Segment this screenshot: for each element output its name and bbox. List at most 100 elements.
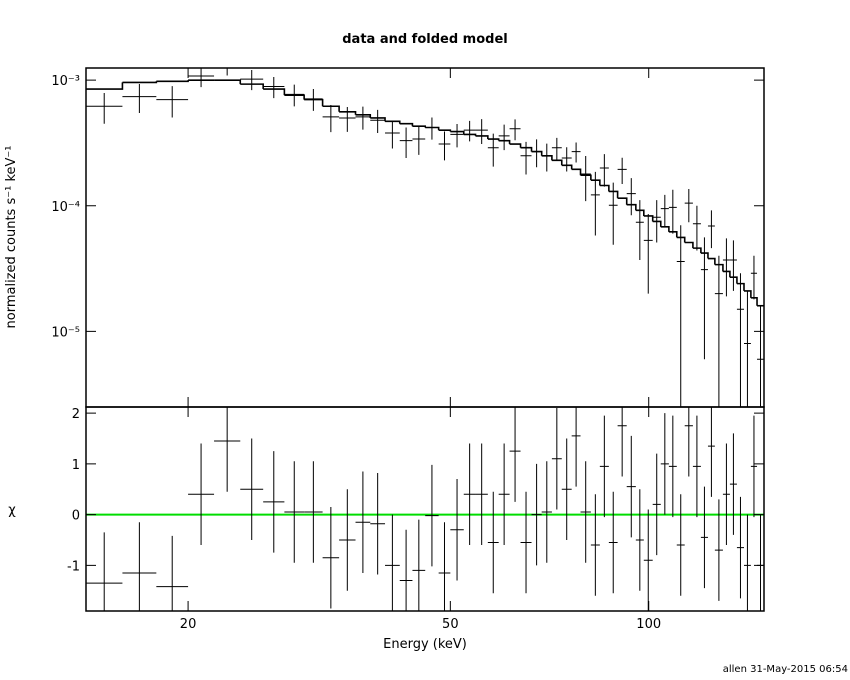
model-step — [652, 220, 662, 227]
error-bar — [736, 273, 744, 407]
model-step — [668, 231, 678, 238]
error-bar — [463, 443, 476, 546]
error-bar — [86, 93, 123, 124]
error-bar — [226, 68, 228, 76]
error-bar — [463, 120, 476, 142]
x-tick-label: 100 — [636, 617, 661, 632]
error-bar — [707, 210, 715, 249]
model-step — [475, 135, 489, 140]
error-bar — [750, 415, 758, 518]
error-bar — [571, 407, 581, 487]
error-bar — [385, 120, 400, 149]
error-bar — [214, 407, 241, 492]
error-bar — [399, 529, 413, 611]
model-step — [122, 81, 158, 84]
error-bar — [692, 415, 701, 518]
error-bar — [561, 438, 572, 540]
error-bar — [580, 461, 591, 563]
error-bar — [475, 443, 488, 546]
y-tick-label: 1 — [72, 458, 80, 473]
x-tick-label: 20 — [180, 617, 197, 632]
error-bar — [322, 506, 340, 609]
error-bar — [580, 156, 591, 202]
model-step — [561, 164, 573, 170]
error-bar — [412, 519, 426, 611]
model-step — [370, 117, 386, 122]
error-bar — [643, 509, 653, 611]
model-step — [684, 241, 694, 249]
error-bar — [684, 189, 693, 223]
model-step — [214, 79, 242, 85]
error-bar — [684, 407, 693, 477]
model-step — [385, 120, 401, 124]
error-bar — [263, 451, 285, 553]
model-step — [438, 129, 452, 132]
error-bar — [608, 182, 618, 245]
error-bar — [707, 407, 715, 497]
model-step — [509, 143, 522, 148]
model-step — [412, 125, 427, 128]
error-bar — [355, 471, 371, 573]
model-step — [700, 252, 709, 259]
error-bar — [450, 123, 464, 148]
error-bar — [188, 68, 215, 88]
error-bar — [676, 225, 685, 407]
error-bar — [590, 171, 600, 236]
error-bar — [156, 86, 189, 118]
model-step — [676, 236, 686, 243]
error-bar — [86, 532, 123, 611]
y-tick-label: 10⁻⁵ — [51, 325, 80, 340]
model-step — [750, 297, 758, 306]
error-bar — [498, 124, 510, 151]
error-bar — [370, 472, 386, 575]
y-axis-label: normalized counts s⁻¹ keV⁻¹ — [4, 146, 19, 329]
error-bar — [339, 489, 356, 591]
error-bar — [750, 255, 758, 300]
error-bar — [700, 486, 708, 589]
error-bar — [284, 461, 305, 563]
error-bar — [541, 461, 552, 563]
error-bar — [322, 105, 340, 133]
error-bar — [743, 290, 751, 407]
error-bar — [617, 407, 627, 477]
model-step — [263, 88, 286, 96]
error-bar — [385, 514, 400, 611]
error-bar — [188, 443, 215, 546]
error-bar — [652, 453, 661, 556]
y-tick-label: 10⁻⁴ — [51, 200, 80, 215]
error-bar — [240, 69, 264, 91]
error-bar — [520, 491, 532, 594]
error-bar — [551, 408, 562, 510]
axes: 10⁻³ 10⁻⁴ 10⁻⁵ -1 0 1 2 20 50 100 — [51, 67, 765, 632]
footer: allen 31-May-2015 06:54 — [723, 664, 848, 675]
error-bar — [668, 415, 677, 518]
error-bar — [652, 200, 661, 243]
error-bar — [729, 240, 737, 291]
error-bar — [438, 131, 451, 161]
model-step — [660, 226, 670, 232]
model-step — [580, 174, 592, 181]
error-bar — [635, 200, 644, 261]
error-bar — [643, 214, 653, 294]
error-bar — [599, 154, 609, 187]
model-step — [635, 209, 645, 216]
model-step — [626, 203, 637, 211]
y-tick-label: 10⁻³ — [51, 74, 80, 89]
error-bar — [122, 84, 157, 113]
model-step — [551, 159, 563, 166]
model-step — [322, 105, 340, 112]
error-bar — [722, 443, 730, 546]
error-bar — [635, 489, 644, 591]
plot-frame — [85, 67, 765, 408]
error-bar — [487, 491, 499, 594]
model-step — [617, 197, 628, 205]
plot-frame — [85, 406, 765, 612]
model-step — [399, 122, 414, 127]
chart-title: data and folded model — [342, 32, 508, 47]
error-bar — [531, 139, 542, 168]
y-tick-label: 0 — [72, 509, 80, 524]
error-bar — [660, 413, 669, 515]
model-step — [156, 80, 189, 83]
